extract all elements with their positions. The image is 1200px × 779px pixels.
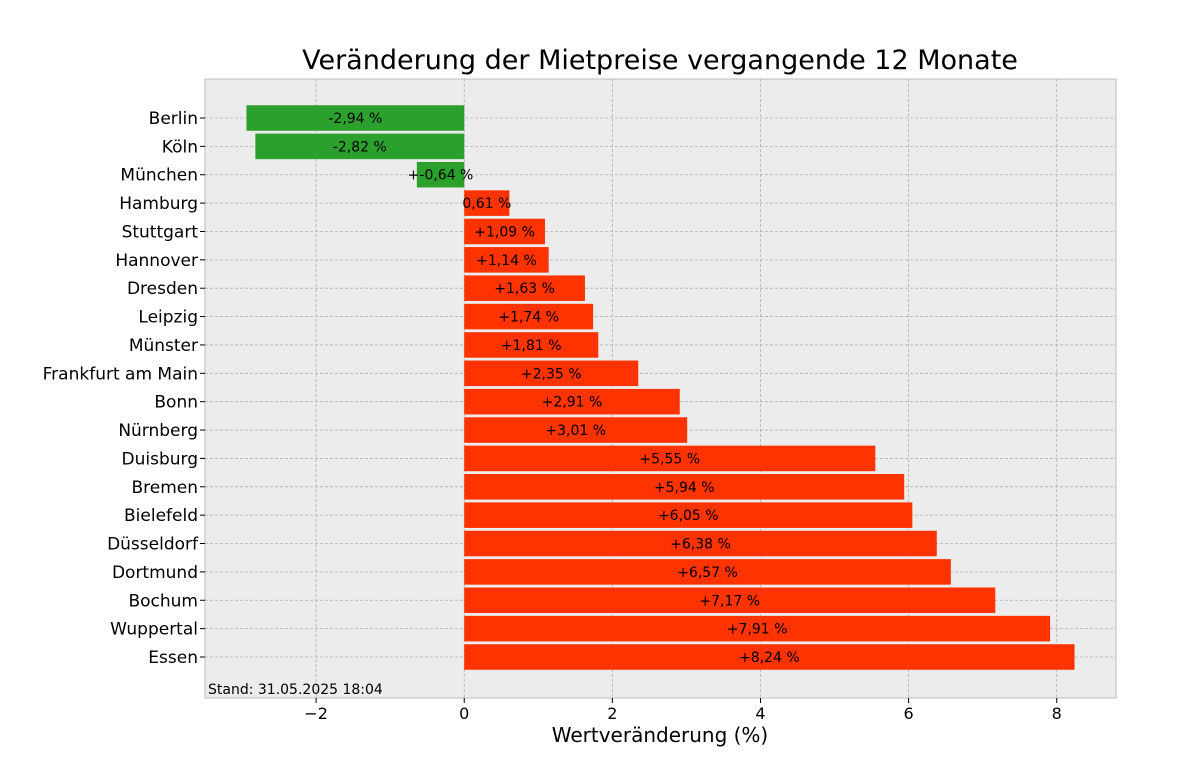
bar-düsseldorf [464,530,937,557]
x-tick-label: −2 [304,704,328,723]
y-tick-label: Leipzig [138,308,198,328]
y-tick-label: Wuppertal [110,620,198,640]
x-tick-label: 0 [459,704,469,723]
bar-münster [464,332,599,358]
bar-hannover [464,247,549,273]
y-tick-label: Köln [162,137,198,157]
bar-bochum [464,587,996,614]
bars [246,105,1075,670]
data-label: -2,94 % [328,111,382,127]
data-label: +3,01 % [545,423,606,439]
bar-duisburg [464,445,876,472]
x-tick-label: 6 [904,704,914,723]
bar-nürnberg [464,417,688,443]
bar-leipzig [464,303,594,330]
data-label: +1,81 % [501,338,562,354]
data-label: +5,55 % [639,451,700,467]
y-tick-label: Düsseldorf [107,535,199,555]
y-tick-label: Bielefeld [124,506,198,526]
y-tick-label: Dortmund [112,563,198,583]
y-tick-label: Bochum [128,591,198,611]
data-label: +1,74 % [498,310,559,326]
axes: −2 0 2 4 6 8 Berlin Köln München Hamburg Stuttgart… [43,109,1062,723]
data-labels: -2,94 % -2,82 % +-0,64 % 0,61 % +1,09 % +1,14… [328,111,799,666]
y-tick-label: Nürnberg [118,421,198,441]
bar-bonn [464,388,680,415]
data-label: +-0,64 % [408,168,474,184]
bar-essen [464,644,1075,670]
bar-dresden [464,275,585,301]
bar-bielefeld [464,502,913,528]
x-tick-label: 2 [607,704,617,723]
y-tick-label: München [120,166,198,186]
bar-wuppertal [464,615,1051,642]
y-tick-label: Dresden [127,279,198,299]
data-label: +7,17 % [699,593,760,609]
bar-münchen [416,161,465,188]
data-label: +2,91 % [542,395,603,411]
bar-hamburg [464,190,510,216]
x-tick-label: 4 [755,704,765,723]
data-label: +1,63 % [494,281,555,297]
data-label: +5,94 % [654,480,715,496]
bar-frankfurt-am-main [464,360,639,387]
bar-köln [255,133,465,160]
y-tick-label: Bremen [131,478,198,498]
data-label: +6,57 % [677,565,738,581]
data-label: +1,09 % [474,224,535,240]
data-label: -2,82 % [333,139,387,155]
data-label: +1,14 % [476,253,537,269]
y-tick-label: Hannover [115,251,198,271]
bar-dortmund [464,559,951,585]
data-label: +2,35 % [521,366,582,382]
chart-title: Veränderung der Mietpreise vergangende 1… [302,45,1018,76]
data-label: +7,91 % [727,622,788,638]
y-tick-label: Hamburg [119,194,198,214]
y-tick-label: Frankfurt am Main [43,364,198,384]
data-label: +6,05 % [658,508,719,524]
bar-stuttgart [464,218,545,245]
data-label: +8,24 % [739,650,800,666]
bar-bremen [464,474,905,500]
y-tick-label: Stuttgart [122,222,199,242]
y-tick-label: Münster [129,336,198,356]
bar-berlin [246,105,465,131]
y-tick-label: Berlin [149,109,198,129]
y-tick-label: Duisburg [122,449,199,469]
footnote: Stand: 31.05.2025 18:04 [208,682,383,698]
data-label: 0,61 % [462,196,511,212]
y-tick-label: Bonn [154,393,198,413]
x-tick-label: 8 [1052,704,1062,723]
data-label: +6,38 % [670,537,731,553]
y-tick-label: Essen [148,648,198,668]
x-axis-label: Wertveränderung (%) [552,723,769,747]
